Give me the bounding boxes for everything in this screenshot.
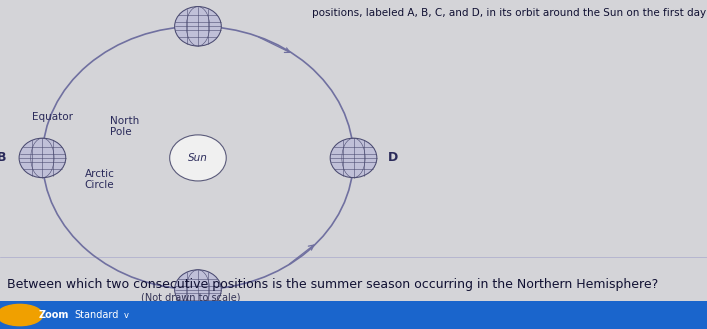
Text: Standard: Standard	[74, 310, 119, 320]
Text: positions, labeled A, B, C, and D, in its orbit around the Sun on the first day: positions, labeled A, B, C, and D, in it…	[312, 8, 706, 18]
Ellipse shape	[19, 138, 66, 178]
Text: Sun: Sun	[188, 153, 208, 163]
Text: Zoom: Zoom	[39, 310, 69, 320]
Text: A: A	[193, 0, 203, 2]
Text: B: B	[0, 151, 6, 164]
Text: Between which two consecutive positions is the summer season occurring in the No: Between which two consecutive positions …	[7, 278, 658, 291]
Text: D: D	[387, 151, 397, 164]
Ellipse shape	[170, 135, 226, 181]
Bar	[0, 301, 707, 329]
Ellipse shape	[330, 138, 377, 178]
Text: Equator: Equator	[32, 112, 73, 122]
Circle shape	[0, 304, 42, 326]
Ellipse shape	[175, 7, 221, 46]
Ellipse shape	[175, 270, 221, 309]
Text: C: C	[194, 316, 202, 329]
Text: (Not drawn to scale): (Not drawn to scale)	[141, 293, 240, 303]
Text: Arctic
Circle: Arctic Circle	[85, 168, 115, 190]
Text: North
Pole: North Pole	[110, 116, 139, 138]
Text: v: v	[124, 311, 129, 319]
